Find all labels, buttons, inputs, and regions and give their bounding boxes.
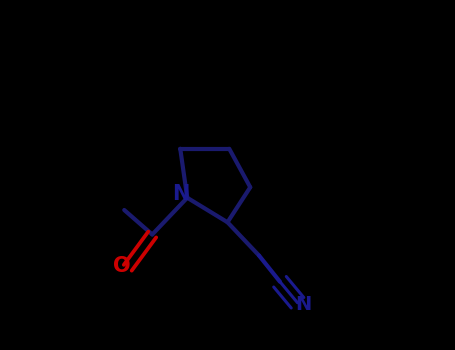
Text: N: N xyxy=(296,295,312,314)
Text: O: O xyxy=(113,256,130,276)
Text: N: N xyxy=(172,184,190,204)
